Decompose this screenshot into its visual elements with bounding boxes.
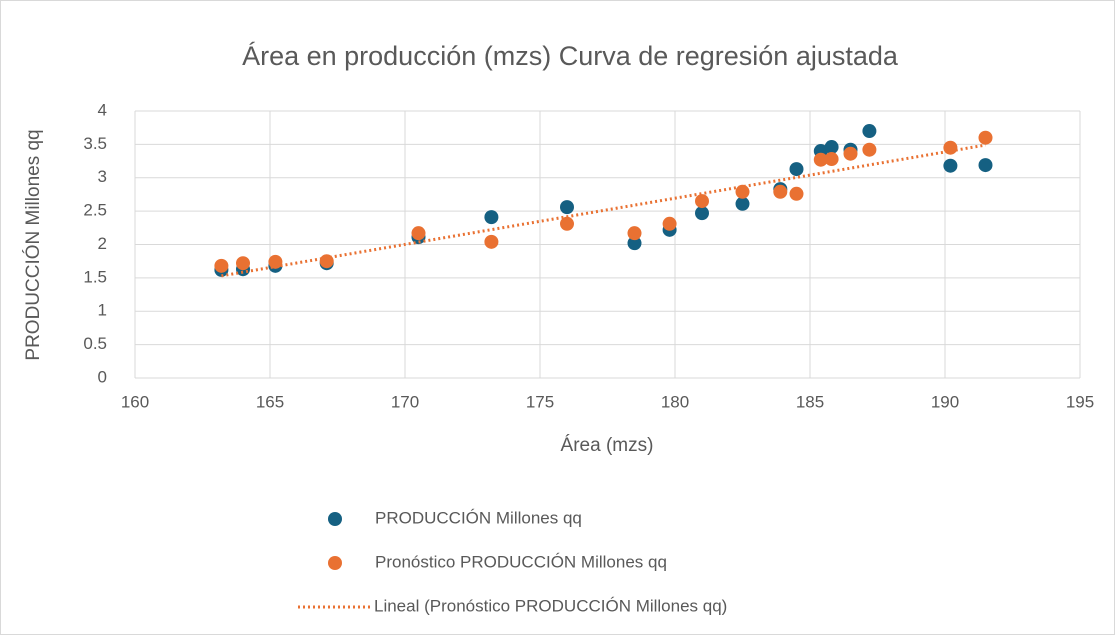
point (978, 158, 993, 173)
y-tick-label: 2.5 (83, 201, 107, 220)
chart-title: Área en producción (mzs) Curva de regres… (242, 41, 899, 71)
point (862, 142, 877, 157)
point (214, 258, 229, 273)
x-tick-label: 175 (526, 392, 554, 411)
x-tick-label: 195 (1066, 392, 1094, 411)
y-tick-label: 3.5 (83, 134, 107, 153)
point (695, 206, 709, 221)
point (789, 162, 804, 177)
y-tick-label: 0 (98, 367, 107, 386)
point (411, 226, 426, 241)
trendline (221, 143, 986, 278)
y-axis-label: PRODUCCIÓN Millones qq (22, 129, 44, 360)
x-tick-label: 160 (121, 392, 149, 411)
legend-label: Pronóstico PRODUCCIÓN Millones qq (375, 552, 667, 571)
legend-marker (328, 556, 342, 570)
point (824, 152, 839, 167)
point (662, 216, 677, 231)
point (627, 226, 642, 241)
x-tick-label: 180 (661, 392, 689, 411)
y-tick-label: 3 (98, 167, 107, 186)
point (978, 130, 993, 145)
x-tick-label: 185 (796, 392, 824, 411)
point (484, 210, 499, 225)
legend-label: Lineal (Pronóstico PRODUCCIÓN Millones q… (374, 596, 727, 615)
point (773, 184, 788, 199)
x-tick-label: 165 (256, 392, 284, 411)
x-tick-label: 190 (931, 392, 959, 411)
point (627, 236, 642, 251)
point (843, 146, 858, 161)
point (268, 254, 283, 269)
point (735, 196, 750, 211)
y-tick-label: 1.5 (83, 267, 107, 286)
point (695, 194, 709, 209)
point (943, 158, 958, 173)
point (560, 216, 574, 231)
legend-label: PRODUCCIÓN Millones qq (375, 508, 582, 527)
point (236, 256, 250, 271)
y-tick-label: 1 (98, 301, 107, 320)
y-tick-label: 4 (98, 100, 107, 119)
point (560, 200, 574, 215)
point (813, 152, 828, 167)
x-tick-label: 170 (391, 392, 419, 411)
x-axis-label: Área (mzs) (561, 435, 654, 456)
point (943, 140, 958, 155)
point (789, 186, 804, 201)
point (824, 140, 839, 155)
legend-marker (328, 512, 342, 526)
point (735, 184, 750, 199)
y-tick-label: 2 (98, 234, 107, 253)
y-tick-label: 0.5 (83, 334, 107, 353)
point (862, 124, 877, 139)
point (484, 234, 499, 249)
